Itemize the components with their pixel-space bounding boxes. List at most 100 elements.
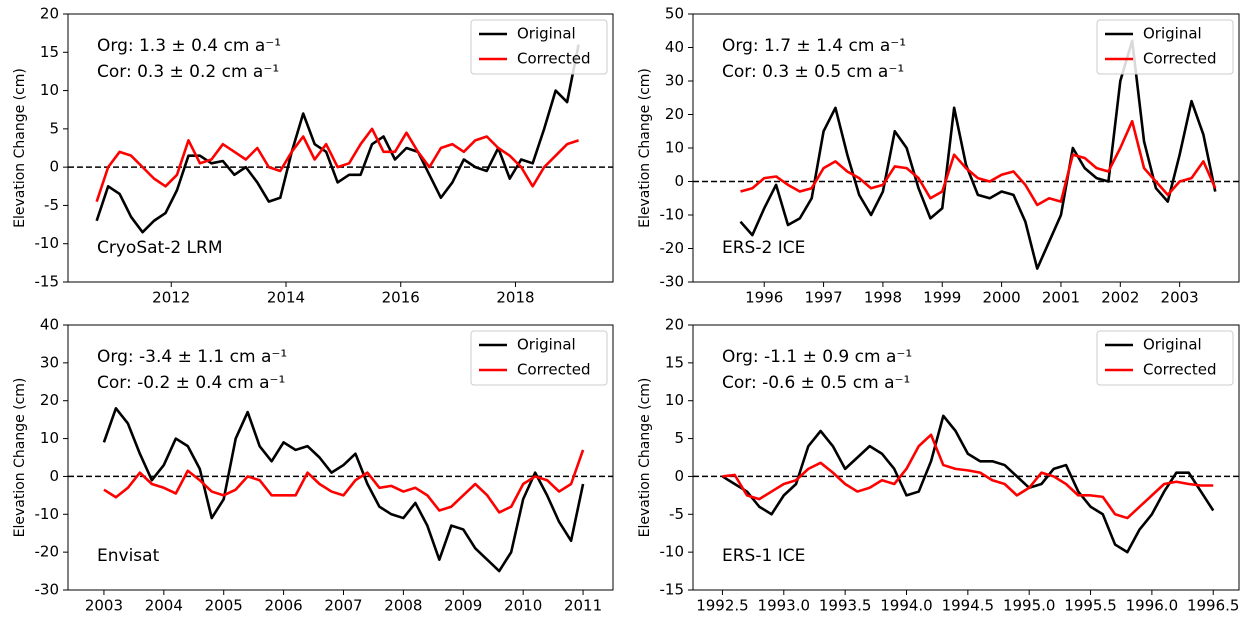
annotation: Envisat xyxy=(97,546,160,566)
annotation: Org: -3.4 ± 1.1 cm a⁻¹ xyxy=(97,347,287,367)
x-tick-label: 2014 xyxy=(267,289,305,307)
x-tick-label: 2004 xyxy=(145,597,183,615)
y-tick-label: -30 xyxy=(35,581,60,599)
data-line xyxy=(103,449,585,514)
annotation: Org: -1.1 ± 0.9 cm a⁻¹ xyxy=(722,347,912,367)
x-tick-label: 1993.5 xyxy=(819,597,872,615)
annotation: Cor: 0.3 ± 0.2 cm a⁻¹ xyxy=(97,62,279,82)
annotation: ERS-2 ICE xyxy=(722,238,805,258)
x-tick-label: 2008 xyxy=(384,597,422,615)
y-tick-label: -20 xyxy=(660,239,685,257)
annotation: Cor: -0.2 ± 0.4 cm a⁻¹ xyxy=(97,373,285,393)
y-tick-label: 20 xyxy=(40,5,59,23)
y-tick-label: 20 xyxy=(665,316,684,334)
y-axis-label: Elevation Change (cm) xyxy=(637,68,653,228)
legend-label: Corrected xyxy=(1143,361,1217,379)
x-tick-label: 2018 xyxy=(496,289,534,307)
annotation: CryoSat-2 LRM xyxy=(97,238,223,258)
x-tick-label: 2016 xyxy=(382,289,420,307)
y-tick-label: 0 xyxy=(674,172,684,190)
x-tick-label: 2012 xyxy=(152,289,190,307)
y-tick-label: -10 xyxy=(35,505,60,523)
x-tick-label: 1996.0 xyxy=(1126,597,1179,615)
y-tick-label: 50 xyxy=(665,5,684,23)
x-tick-label: 1996.5 xyxy=(1187,597,1240,615)
axes-frame xyxy=(67,13,614,283)
x-tick-label: 1995.5 xyxy=(1064,597,1117,615)
y-tick-label: 20 xyxy=(40,391,59,409)
legend-label: Corrected xyxy=(517,361,591,379)
x-tick-label: 2003 xyxy=(1161,289,1199,307)
x-tick-label: 2003 xyxy=(85,597,123,615)
y-tick-label: -10 xyxy=(35,234,60,252)
legend-label: Corrected xyxy=(517,50,591,68)
y-tick-label: 0 xyxy=(49,467,59,485)
data-line xyxy=(740,119,1217,207)
x-tick-label: 2002 xyxy=(1101,289,1139,307)
axes-frame xyxy=(692,324,1240,591)
annotation: Cor: 0.3 ± 0.5 cm a⁻¹ xyxy=(722,62,904,82)
y-tick-label: -15 xyxy=(35,273,60,291)
y-tick-label: 10 xyxy=(665,139,684,157)
x-tick-label: 1993.0 xyxy=(758,597,811,615)
y-tick-label: -30 xyxy=(660,273,685,291)
annotation: Org: 1.7 ± 1.4 cm a⁻¹ xyxy=(722,36,906,56)
x-tick-label: 2011 xyxy=(564,597,602,615)
y-tick-label: -10 xyxy=(660,543,685,561)
x-tick-label: 1998 xyxy=(864,289,902,307)
legend-label: Corrected xyxy=(1143,50,1217,68)
x-tick-label: 1992.5 xyxy=(696,597,749,615)
data-line xyxy=(721,414,1215,554)
data-line xyxy=(95,127,579,203)
subplot: -15 -10 -5 0 5 10 15 20 2012 2014 2016 2018 Elevatio… xyxy=(12,5,614,307)
x-tick-label: 2010 xyxy=(504,597,542,615)
x-tick-label: 1997 xyxy=(804,289,842,307)
subplot: -15 -10 -5 0 5 10 15 20 1992.5 1993.0 1993.5 1994.0… xyxy=(637,316,1240,615)
legend-label: Original xyxy=(517,336,576,354)
y-tick-label: 0 xyxy=(49,158,59,176)
y-tick-label: 5 xyxy=(49,119,59,137)
y-axis-label: Elevation Change (cm) xyxy=(637,378,653,538)
x-tick-label: 1995.0 xyxy=(1003,597,1056,615)
x-tick-label: 2007 xyxy=(324,597,362,615)
y-tick-label: 15 xyxy=(665,353,684,371)
x-tick-label: 2006 xyxy=(265,597,303,615)
x-tick-label: 1994.0 xyxy=(880,597,933,615)
y-tick-label: 5 xyxy=(674,429,684,447)
y-tick-label: 40 xyxy=(665,38,684,56)
annotation: Cor: -0.6 ± 0.5 cm a⁻¹ xyxy=(722,373,910,393)
subplot: -30 -20 -10 0 10 20 30 40 2003 2004 2005 2006 2007 20… xyxy=(12,316,614,615)
annotation: ERS-1 ICE xyxy=(722,546,805,566)
x-tick-label: 2009 xyxy=(444,597,482,615)
x-tick-label: 1994.5 xyxy=(942,597,995,615)
y-tick-label: 30 xyxy=(40,353,59,371)
y-tick-label: -5 xyxy=(44,196,59,214)
y-tick-label: 10 xyxy=(40,81,59,99)
x-tick-label: 1996 xyxy=(745,289,783,307)
x-tick-label: 2001 xyxy=(1042,289,1080,307)
y-axis-label: Elevation Change (cm) xyxy=(12,378,28,538)
y-tick-label: -10 xyxy=(660,206,685,224)
axes-frame xyxy=(692,13,1240,283)
data-line xyxy=(722,433,1214,520)
data-line xyxy=(102,406,585,573)
y-tick-label: 30 xyxy=(665,72,684,90)
legend-label: Original xyxy=(1143,336,1202,354)
y-tick-label: 15 xyxy=(40,43,59,61)
y-tick-label: 10 xyxy=(665,391,684,409)
y-tick-label: 40 xyxy=(40,316,59,334)
y-tick-label: 0 xyxy=(674,467,684,485)
legend-label: Original xyxy=(1143,25,1202,43)
y-tick-label: 10 xyxy=(40,429,59,447)
y-axis-label: Elevation Change (cm) xyxy=(12,68,28,228)
axes-frame xyxy=(67,324,614,591)
x-tick-label: 1999 xyxy=(923,289,961,307)
legend-label: Original xyxy=(517,25,576,43)
x-tick-label: 2005 xyxy=(205,597,243,615)
y-tick-label: -20 xyxy=(35,543,60,561)
y-tick-label: -5 xyxy=(669,505,684,523)
x-tick-label: 2000 xyxy=(983,289,1021,307)
y-tick-label: 20 xyxy=(665,105,684,123)
